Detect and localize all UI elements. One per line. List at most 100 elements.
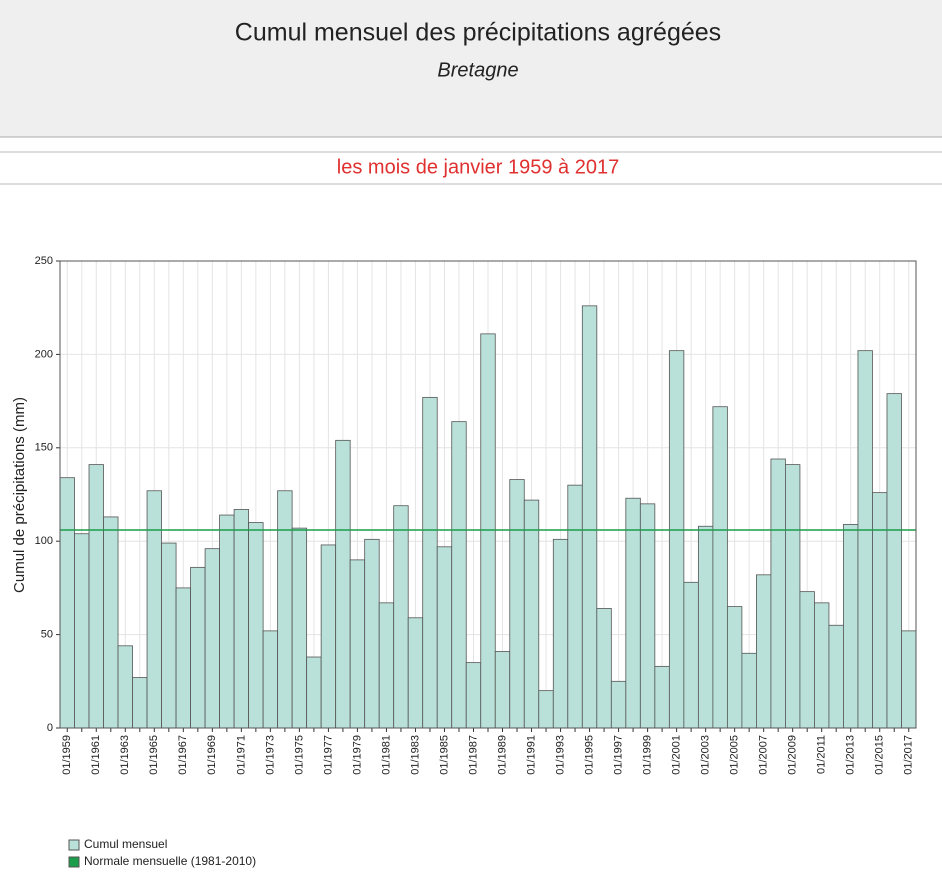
bar <box>639 503 656 729</box>
bar <box>828 624 844 729</box>
x-tick-label: 01/1993 <box>554 735 566 775</box>
bar <box>697 525 714 729</box>
bar <box>814 602 830 729</box>
x-tick-label: 01/2013 <box>845 735 857 775</box>
x-tick-label: 01/1989 <box>496 735 508 775</box>
legend-label: Cumul mensuel <box>84 837 167 851</box>
bar <box>785 464 801 729</box>
bar <box>117 645 133 729</box>
bar <box>523 499 540 729</box>
x-tick-label: 01/2005 <box>729 735 741 775</box>
bar <box>886 393 902 729</box>
y-tick-label: 150 <box>35 442 53 454</box>
x-tick-label: 01/2007 <box>758 735 770 775</box>
bar <box>277 490 293 729</box>
bar <box>625 497 641 729</box>
bar <box>538 690 554 729</box>
legend-label: Normale mensuelle (1981-2010) <box>84 854 256 868</box>
bar <box>219 514 235 729</box>
bar <box>320 544 337 729</box>
chart-subtitle: Bretagne <box>437 59 518 81</box>
x-tick-label: 01/2011 <box>816 735 828 774</box>
x-tick-label: 01/2001 <box>671 735 683 775</box>
bar <box>306 656 322 729</box>
x-tick-label: 01/1997 <box>612 735 624 775</box>
bar <box>712 406 728 729</box>
bar <box>683 581 699 729</box>
x-tick-label: 01/1979 <box>351 735 363 775</box>
bar <box>175 587 191 729</box>
bar <box>756 574 772 729</box>
x-tick-label: 01/2009 <box>787 735 799 775</box>
bar <box>509 479 525 729</box>
x-tick-label: 01/1987 <box>467 735 479 775</box>
x-tick-label: 01/1967 <box>177 735 189 775</box>
x-tick-label: 01/1995 <box>583 735 595 775</box>
bar <box>857 350 873 729</box>
x-tick-label: 01/1975 <box>293 735 305 775</box>
x-tick-label: 01/1977 <box>322 735 334 775</box>
bar <box>581 305 598 729</box>
bar <box>654 665 670 729</box>
bar <box>668 350 685 729</box>
plot-border <box>59 260 917 729</box>
y-tick-label: 50 <box>41 629 53 641</box>
bar <box>494 651 511 729</box>
bar <box>262 630 279 729</box>
bar <box>422 396 438 729</box>
chart-title: Cumul mensuel des précipitations agrégée… <box>235 19 721 47</box>
bar <box>291 527 308 729</box>
bar <box>378 602 395 729</box>
x-tick-label: 01/1981 <box>380 735 392 775</box>
bar <box>436 546 453 729</box>
header-panel <box>0 0 942 137</box>
bar <box>901 630 917 729</box>
bar <box>364 538 380 729</box>
bar <box>146 490 162 729</box>
legend-swatch <box>68 856 80 868</box>
x-tick-label: 01/2003 <box>700 735 712 775</box>
x-tick-label: 01/1961 <box>90 735 102 775</box>
legend-swatch <box>68 839 80 851</box>
y-axis-title: Cumul de précipitations (mm) <box>11 397 28 593</box>
bar <box>233 509 250 729</box>
bar <box>335 439 351 729</box>
bar <box>132 677 148 729</box>
bar <box>248 522 264 729</box>
x-tick-label: 01/1971 <box>235 735 247 775</box>
bar <box>465 662 482 729</box>
bar <box>567 484 583 729</box>
x-tick-label: 01/1965 <box>148 735 160 775</box>
x-tick-label: 01/2015 <box>874 735 886 775</box>
bar <box>799 591 815 729</box>
bar <box>59 477 75 729</box>
bar <box>88 464 104 729</box>
x-tick-label: 01/1985 <box>438 735 450 775</box>
y-tick-label: 200 <box>35 348 53 360</box>
bar <box>204 548 220 729</box>
bar <box>451 421 467 729</box>
x-tick-label: 01/1973 <box>264 735 276 775</box>
bar <box>552 538 569 729</box>
x-tick-label: 01/1991 <box>525 735 537 775</box>
bar <box>843 523 859 729</box>
y-tick-label: 0 <box>47 722 53 734</box>
bar <box>610 680 627 729</box>
bar <box>872 492 888 729</box>
y-tick-label: 100 <box>35 535 53 547</box>
bar <box>349 559 366 729</box>
bar <box>74 533 90 729</box>
bar <box>770 458 786 729</box>
bar <box>480 333 496 729</box>
x-tick-label: 01/2017 <box>903 735 915 775</box>
x-tick-label: 01/1999 <box>641 735 653 775</box>
period-label: les mois de janvier 1959 à 2017 <box>337 156 619 178</box>
x-tick-label: 01/1983 <box>409 735 421 775</box>
x-tick-label: 01/1969 <box>206 735 218 775</box>
bar <box>161 542 177 729</box>
bar <box>726 606 743 729</box>
bar <box>741 652 757 729</box>
x-tick-label: 01/1963 <box>119 735 131 775</box>
x-tick-label: 01/1959 <box>61 735 73 775</box>
